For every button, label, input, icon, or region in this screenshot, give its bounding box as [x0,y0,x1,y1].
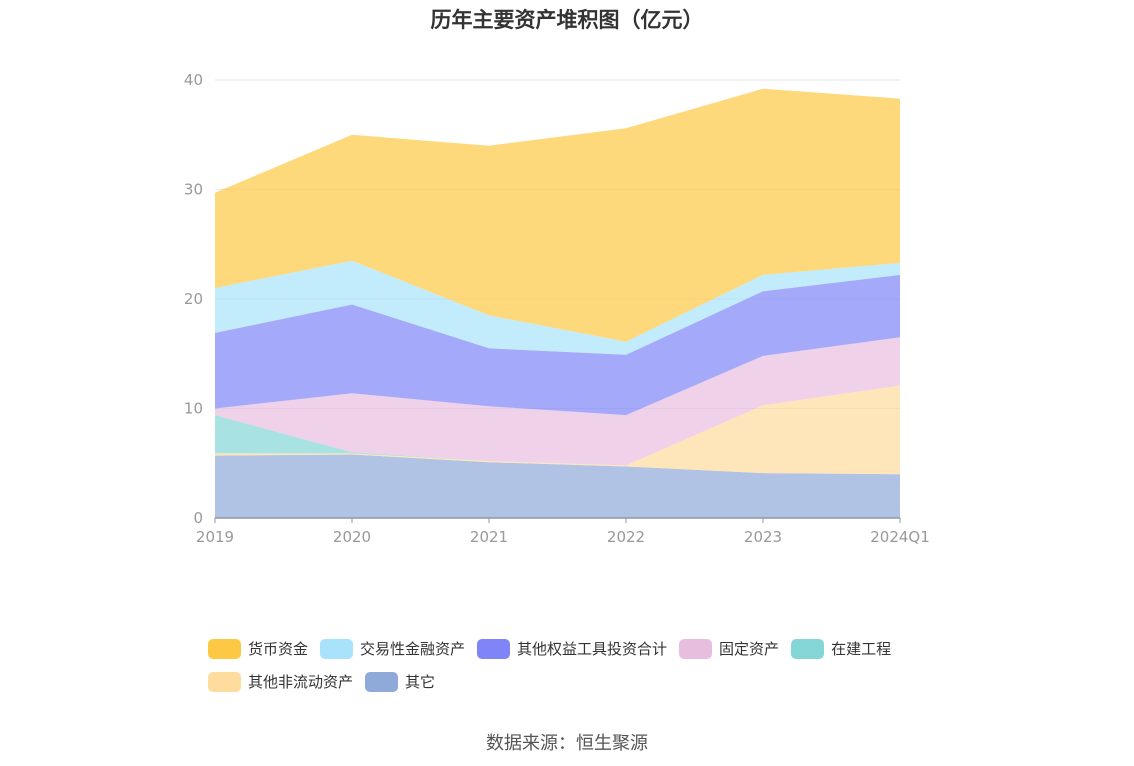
legend-swatch [320,638,354,659]
x-tick-label: 2024Q1 [870,528,930,546]
legend-item[interactable]: 固定资产 [679,638,779,659]
legend-label: 货币资金 [248,640,309,658]
legend-item[interactable]: 货币资金 [208,638,308,659]
legend-swatch [477,638,511,659]
legend-row: 货币资金 交易性金融资产 其他权益工具投资合计 固定资产 在建工程 [208,632,968,665]
legend-item[interactable]: 交易性金融资产 [320,638,465,659]
y-tick-label: 0 [193,509,203,527]
legend-label: 其他非流动资产 [248,673,354,691]
area-series-4 [215,274,900,416]
legend-label: 其他权益工具投资合计 [517,640,668,658]
legend-swatch [679,638,713,659]
legend-label: 在建工程 [831,640,892,658]
chart-area: 0 10 20 30 40 2019 2020 2021 2022 2023 2024Q1 [184,71,930,546]
stacked-areas [215,88,900,518]
legend-swatch [791,638,825,659]
x-tick-label: 2020 [333,528,371,546]
legend-item[interactable]: 在建工程 [791,638,891,659]
y-tick-label: 40 [184,71,203,89]
x-tick-label: 2021 [470,528,508,546]
axes: 0 10 20 30 40 2019 2020 2021 2022 2023 2024Q1 [184,71,930,546]
legend-swatch [208,671,241,692]
legend-row: 其他非流动资产 其它 [208,665,968,698]
y-tick-label: 30 [184,181,203,199]
area-series-1 [215,385,900,475]
legend-item[interactable]: 其它 [365,671,435,692]
legend: 货币资金 交易性金融资产 其他权益工具投资合计 固定资产 在建工程 其他非流动资产 其它 [208,632,968,698]
legend-label: 交易性金融资产 [360,640,466,658]
area-series-6 [215,88,900,342]
legend-item[interactable]: 其他权益工具投资合计 [477,638,667,659]
legend-item[interactable]: 其他非流动资产 [208,671,353,692]
legend-swatch [208,638,241,659]
area-series-5 [215,260,900,355]
chart-title: 历年主要资产堆积图（亿元） [430,8,704,32]
x-tick-label: 2023 [744,528,782,546]
area-series-0 [215,454,900,518]
legend-label: 其它 [405,673,436,691]
y-tick-label: 10 [184,400,203,418]
area-series-3 [215,337,900,466]
x-tick-label: 2019 [196,528,234,546]
y-tick-label: 20 [184,290,203,308]
legend-label: 固定资产 [719,640,780,658]
source-note: 数据来源：恒生聚源 [486,733,648,754]
x-tick-label: 2022 [607,528,645,546]
legend-swatch [365,671,399,692]
